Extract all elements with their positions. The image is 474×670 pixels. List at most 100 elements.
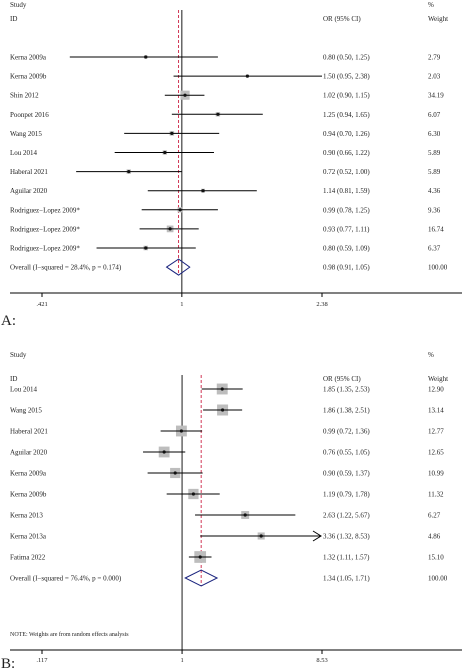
study-label: Kerna 2009b: [10, 491, 47, 499]
header-study: Study: [10, 1, 27, 9]
overall-or-ci: 1.34 (1.05, 1.71): [323, 575, 370, 583]
study-weight: 12.65: [428, 449, 444, 457]
study-weight: 2.03: [428, 73, 441, 81]
study-point-estimate: [220, 387, 224, 391]
study-point-estimate: [216, 112, 220, 116]
study-label: Shin 2012: [10, 92, 39, 100]
x-axis-tick-label: 8.53: [316, 657, 327, 664]
study-point-estimate: [220, 408, 225, 412]
study-or-ci: 0.93 (0.77, 1.11): [323, 225, 370, 233]
study-label: Lou 2014: [10, 386, 38, 394]
study-point-estimate: [243, 513, 247, 517]
study-point-estimate: [144, 55, 148, 59]
study-or-ci: 2.63 (1.22, 5.67): [323, 512, 370, 520]
study-label: Kerna 2009a: [10, 54, 47, 62]
panel-label: A:: [1, 313, 16, 329]
study-weight: 6.07: [428, 111, 441, 119]
weights-note: NOTE: Weights are from random effects an…: [10, 631, 129, 638]
header-or-ci: OR (95% CI): [323, 375, 361, 383]
panel-label: B:: [1, 656, 15, 670]
x-axis-tick-label: 1: [180, 657, 183, 664]
study-weight: 34.19: [428, 92, 444, 100]
study-label: Kerna 2013: [10, 512, 43, 520]
ci-truncation-arrow: [312, 530, 322, 542]
study-weight: 16.74: [428, 225, 444, 233]
study-weight: 6.30: [428, 130, 441, 138]
study-point-estimate: [198, 555, 202, 559]
study-or-ci: 1.50 (0.95, 2.38): [323, 73, 370, 81]
study-weight: 6.37: [428, 245, 441, 253]
study-or-ci: 0.76 (0.55, 1.05): [323, 449, 370, 457]
study-label: Fatima 2022: [10, 554, 46, 562]
header-id: ID: [10, 375, 17, 383]
overall-weight: 100.00: [428, 264, 448, 272]
study-label: Kerna 2009a: [10, 470, 47, 478]
study-weight: 5.89: [428, 149, 441, 157]
study-point-estimate: [162, 450, 166, 454]
study-weight: 12.90: [428, 386, 444, 394]
header-or-ci: OR (95% CI): [323, 15, 361, 23]
study-weight: 10.99: [428, 470, 444, 478]
study-or-ci: 0.80 (0.59, 1.09): [323, 245, 370, 253]
study-weight: 13.14: [428, 407, 444, 415]
x-axis-tick-label: .421: [36, 301, 47, 308]
study-weight: 4.36: [428, 187, 441, 195]
study-or-ci: 1.86 (1.38, 2.51): [323, 407, 370, 415]
x-axis-tick-label: 1: [180, 301, 183, 308]
study-point-estimate: [168, 227, 172, 231]
study-weight: 4.86: [428, 533, 441, 541]
study-point-estimate: [163, 150, 167, 155]
study-or-ci: 0.94 (0.70, 1.26): [323, 130, 370, 138]
study-point-estimate: [191, 492, 196, 496]
study-weight: 11.32: [428, 491, 444, 499]
study-point-estimate: [173, 471, 177, 475]
study-point-estimate: [170, 131, 174, 135]
study-or-ci: 0.72 (0.52, 1.00): [323, 168, 370, 176]
study-label: Wang 2015: [10, 130, 42, 138]
study-point-estimate: [183, 93, 187, 97]
study-point-estimate: [245, 74, 249, 78]
study-point-estimate: [179, 429, 184, 433]
study-point-estimate: [178, 208, 182, 212]
study-or-ci: 0.90 (0.59, 1.37): [323, 470, 370, 478]
overall-label: Overall (I−squared = 76.4%, p = 0.000): [10, 575, 122, 583]
study-label: Rodriguez−Lopez 2009*: [10, 206, 80, 214]
study-or-ci: 1.25 (0.94, 1.65): [323, 111, 370, 119]
study-weight: 6.27: [428, 512, 441, 520]
x-axis-tick-label: 2.38: [316, 301, 327, 308]
study-label: Kerna 2009b: [10, 73, 47, 81]
study-label: Kerna 2013a: [10, 533, 47, 541]
study-weight: 15.10: [428, 554, 444, 562]
header-weight: Weight: [428, 15, 448, 23]
overall-or-ci: 0.98 (0.91, 1.05): [323, 264, 370, 272]
study-point-estimate: [259, 534, 263, 538]
study-point-estimate: [144, 246, 148, 250]
overall-label: Overall (I−squared = 28.4%, p = 0.174): [10, 264, 122, 272]
study-weight: 5.89: [428, 168, 441, 176]
overall-diamond: [165, 258, 191, 276]
study-or-ci: 1.85 (1.35, 2.53): [323, 386, 370, 394]
study-weight: 12.77: [428, 428, 444, 436]
study-label: Haberal 2021: [10, 428, 48, 436]
study-label: Lou 2014: [10, 149, 38, 157]
study-or-ci: 0.99 (0.72, 1.36): [323, 428, 370, 436]
study-label: Aguilar 2020: [10, 449, 48, 457]
study-weight: 9.36: [428, 206, 441, 214]
study-weight: 2.79: [428, 54, 441, 62]
study-or-ci: 1.19 (0.79, 1.78): [323, 491, 370, 499]
study-label: Rodriguez−Lopez 2009*: [10, 225, 80, 233]
header-percent: %: [428, 351, 434, 359]
overall-diamond: [184, 569, 219, 587]
forest-panel-b: Study % ID OR (95% CI) Weight Lou 2014 1.85 (1…: [1, 351, 462, 670]
study-or-ci: 0.90 (0.66, 1.22): [323, 149, 370, 157]
header-weight: Weight: [428, 375, 448, 383]
overall-weight: 100.00: [428, 575, 448, 583]
x-axis-tick-label: .117: [36, 657, 48, 664]
header-id: ID: [10, 15, 17, 23]
forest-panel-a: Study % ID OR (95% CI) Weight Kerna 2009a 0.80…: [1, 1, 462, 329]
study-label: Wang 2015: [10, 407, 42, 415]
header-percent: %: [428, 1, 434, 9]
study-or-ci: 1.14 (0.81, 1.59): [323, 187, 370, 195]
study-label: Aguilar 2020: [10, 187, 48, 195]
